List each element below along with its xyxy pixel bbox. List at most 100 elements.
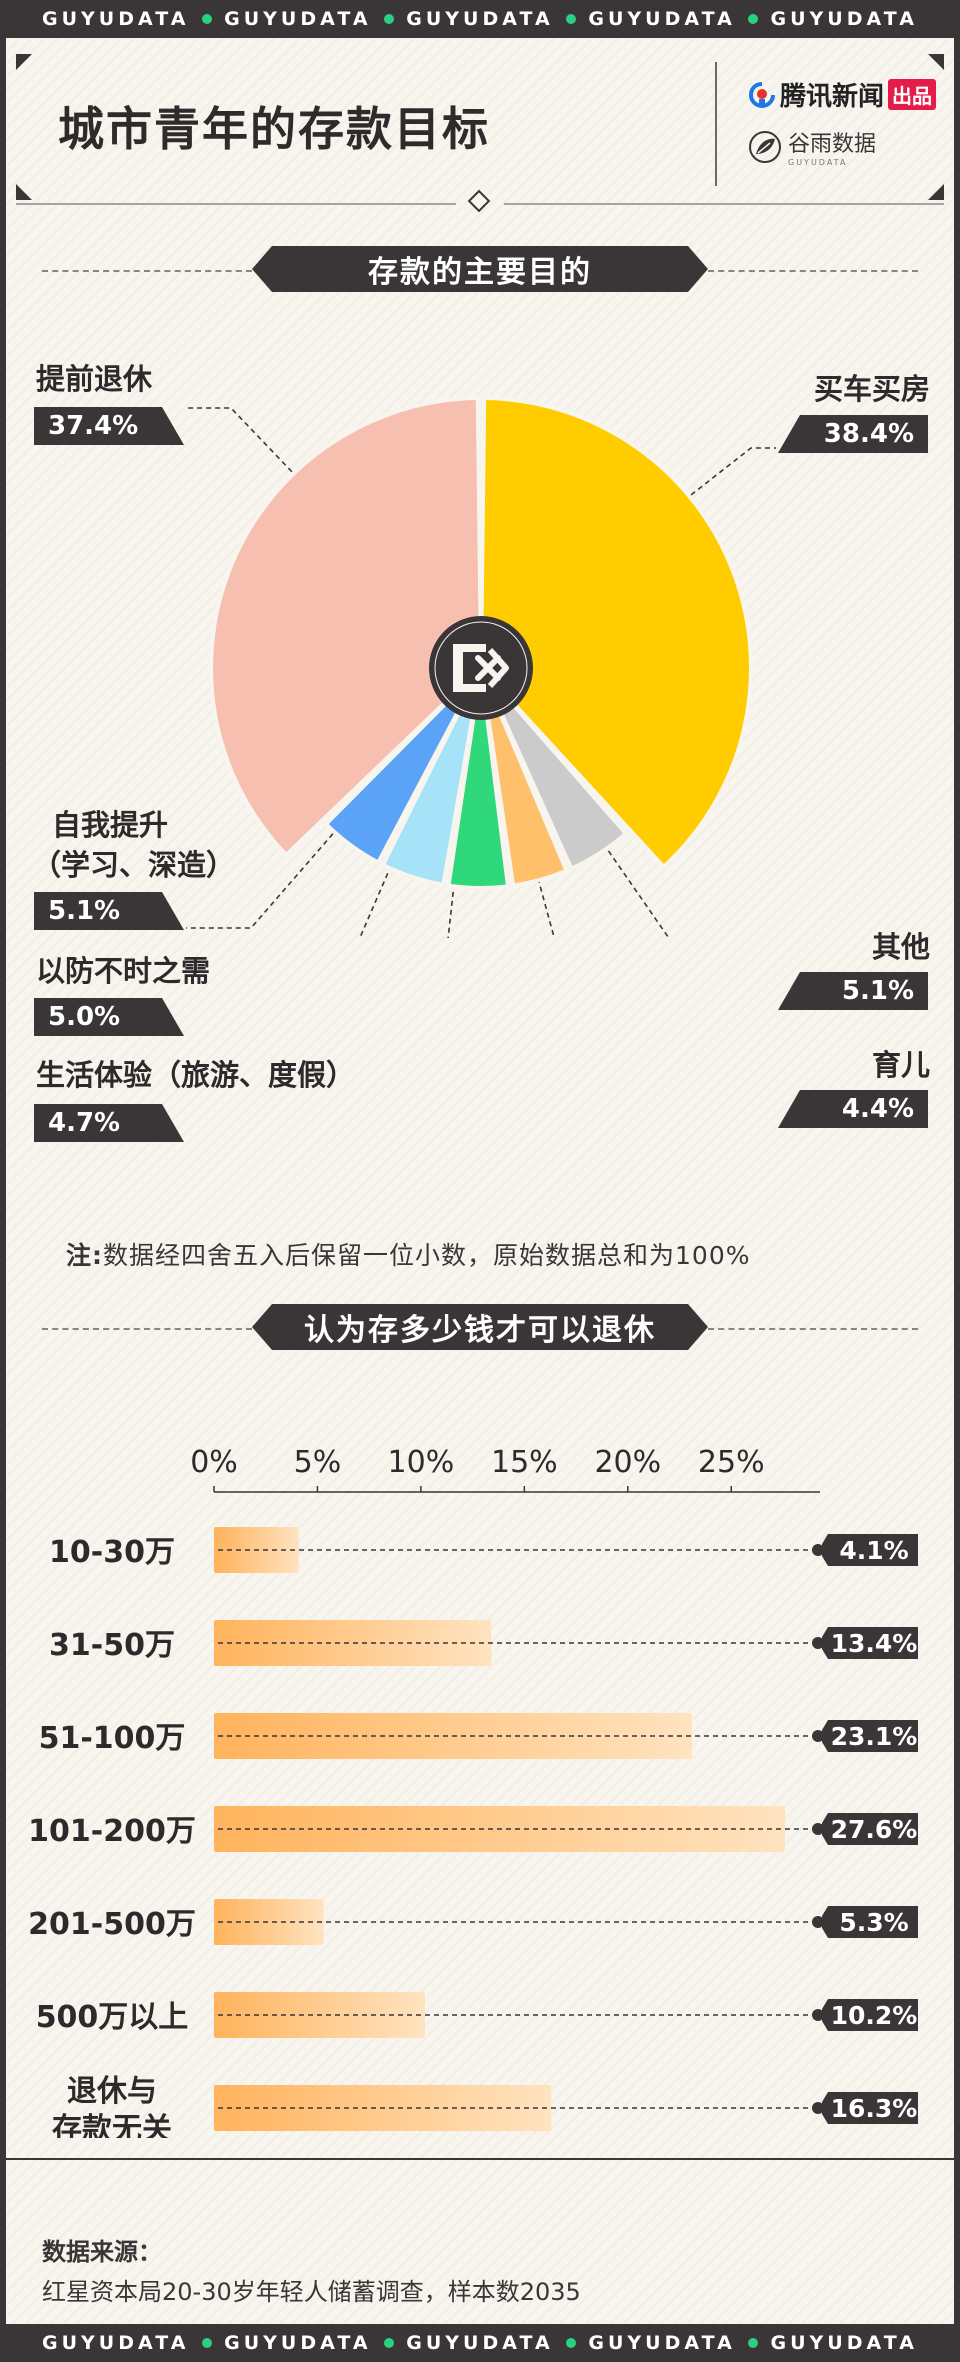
category-label: 存款无关	[52, 2112, 172, 2138]
bar-end-dot	[812, 1916, 824, 1928]
slice-label-retire: 提前退休	[36, 362, 153, 396]
page-title: 城市青年的存款目标	[58, 102, 490, 156]
ticker-dot	[748, 14, 759, 24]
section2-title: 认为存多少钱才可以退休	[252, 1304, 708, 1350]
value-label: 10.2%	[831, 2001, 918, 2030]
ticker-dot	[201, 14, 212, 24]
tencent-news-icon	[748, 81, 775, 108]
ticker-word: GUYUDATA	[406, 8, 554, 30]
value-tag-bg	[822, 2092, 918, 2124]
pie-slice-emergency	[380, 666, 483, 887]
slice-label-self-improve-sub: （学习、深造）	[32, 848, 236, 882]
bar-end-dot	[812, 2009, 824, 2021]
ticker-word: GUYUDATA	[770, 8, 918, 30]
source-divider	[6, 2158, 954, 2160]
slice-value-emergency: 5.0%	[34, 998, 184, 1036]
value-tag-bg	[822, 1999, 918, 2031]
slice-label-experience: 生活体验（旅游、度假）	[36, 1058, 356, 1092]
source-text: 红星资本局20-30岁年轻人储蓄调查，样本数2035	[42, 2278, 581, 2306]
slice-label-emergency: 以防不时之需	[36, 954, 211, 988]
category-label: 101-200万	[28, 1814, 196, 1849]
section2-dash-right	[708, 1328, 918, 1330]
value-tag-bg	[822, 1627, 918, 1659]
value-label: 23.1%	[831, 1722, 918, 1751]
ticker-dot	[566, 2338, 577, 2348]
pie-slice-childcare	[479, 666, 569, 888]
x-tick-label: 25%	[698, 1445, 765, 1480]
content-panel: 城市青年的存款目标 腾讯新闻 出品 谷雨数据 GUYUDATA 存款的主要目的	[6, 38, 954, 2324]
category-label: 51-100万	[39, 1721, 186, 1756]
slice-label-self-improve: 自我提升	[52, 808, 169, 842]
slice-value-childcare: 4.4%	[778, 1090, 928, 1128]
source-title: 数据来源：	[42, 2238, 162, 2266]
ticker-word: GUYUDATA	[42, 8, 190, 30]
guyu-leaf-icon	[749, 130, 781, 163]
value-label: 13.4%	[831, 1629, 918, 1658]
guyu-data-logo: 谷雨数据 GUYUDATA	[748, 126, 876, 167]
tencent-news-text: 腾讯新闻	[780, 82, 885, 112]
ticker-dot	[748, 2338, 759, 2348]
section1-dash-left	[42, 270, 252, 272]
ticker-dot	[383, 2338, 394, 2348]
ticker-word: GUYUDATA	[588, 2332, 736, 2354]
slice-label-other: 其他	[871, 930, 930, 964]
category-label: 31-50万	[49, 1628, 175, 1663]
note-text: 数据经四舍五入后保留一位小数，原始数据总和为100%	[103, 1241, 751, 1270]
ticker-word: GUYUDATA	[224, 2332, 372, 2354]
value-label: 16.3%	[831, 2094, 918, 2123]
ticker-dot	[201, 2338, 212, 2348]
slice-value-self-improve: 5.1%	[34, 892, 184, 930]
pie-slice-self-improve	[323, 666, 483, 865]
value-tag-bg	[822, 1906, 918, 1938]
ticker-word: GUYUDATA	[770, 2332, 918, 2354]
x-tick-label: 0%	[190, 1445, 238, 1480]
x-tick-label: 15%	[491, 1445, 558, 1480]
section2-dash-left	[42, 1328, 252, 1330]
slice-label-childcare: 育儿	[871, 1048, 930, 1082]
slice-value-experience: 4.7%	[34, 1104, 184, 1142]
slice-value-other: 5.1%	[778, 972, 928, 1010]
value-tag-bg	[822, 1813, 918, 1845]
bar-end-dot	[812, 1637, 824, 1649]
slice-value-retire: 37.4%	[34, 407, 184, 445]
x-tick-label: 20%	[594, 1445, 661, 1480]
tencent-news-logo: 腾讯新闻 出品	[748, 76, 937, 113]
category-label: 10-30万	[49, 1535, 175, 1570]
value-label: 4.1%	[839, 1536, 908, 1565]
guyu-data-subtext: GUYUDATA	[788, 158, 848, 167]
pie-chart	[186, 396, 776, 938]
ticker-dot	[383, 14, 394, 24]
value-tag-bg	[822, 1720, 918, 1752]
bar-end-dot	[812, 1730, 824, 1742]
pie-slice-other	[479, 666, 628, 871]
section1-dash-right	[708, 270, 918, 272]
bar-end-dot	[812, 1544, 824, 1556]
ticker-word: GUYUDATA	[588, 8, 736, 30]
value-label: 27.6%	[831, 1815, 918, 1844]
x-tick-label: 5%	[294, 1445, 342, 1480]
top-ticker: GUYUDATA GUYUDATA GUYUDATA GUYUDATA GUYU…	[0, 0, 960, 38]
tencent-badge: 出品	[888, 79, 937, 110]
category-label: 500万以上	[36, 2000, 189, 2035]
note-prefix: 注:	[66, 1241, 103, 1270]
value-label: 5.3%	[839, 1908, 908, 1937]
category-label: 201-500万	[28, 1907, 196, 1942]
category-label: 退休与	[67, 2074, 157, 2109]
bar-end-dot	[812, 1823, 824, 1835]
section1-title: 存款的主要目的	[252, 246, 708, 292]
leader-line-car-house	[520, 447, 776, 629]
pie-slice-car-house	[479, 396, 753, 869]
value-tag-bg	[822, 1534, 918, 1566]
rounding-note: 注:数据经四舍五入后保留一位小数，原始数据总和为100%	[66, 1236, 750, 1272]
guyu-data-text: 谷雨数据	[788, 132, 877, 157]
pie-slice-retire	[209, 396, 483, 857]
ticker-word: GUYUDATA	[42, 2332, 190, 2354]
ticker-dot	[566, 14, 577, 24]
center-logo	[429, 616, 533, 720]
slice-label-car-house: 买车买房	[813, 372, 930, 406]
bar-end-dot	[812, 2102, 824, 2114]
header-corners	[16, 54, 944, 213]
ticker-word: GUYUDATA	[224, 8, 372, 30]
ticker-word: GUYUDATA	[406, 2332, 554, 2354]
bar-chart: 0% 5% 10% 15% 20% 25% 4.1% 10-30万 13.4% 31-50万 23…	[28, 1445, 918, 2138]
